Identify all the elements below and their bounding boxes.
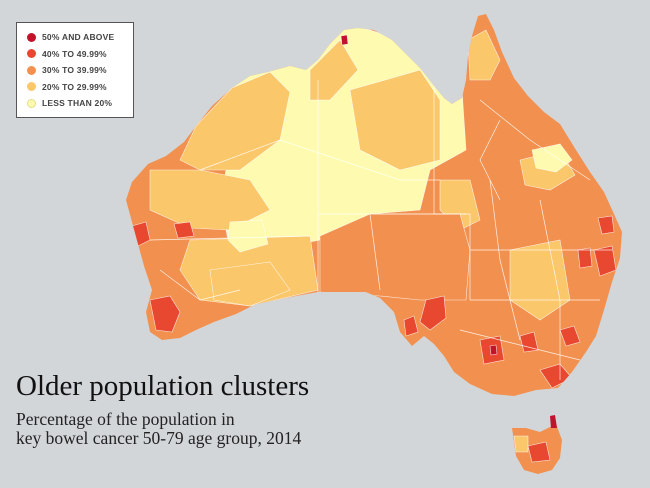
region-cape-york: [467, 29, 501, 81]
region-wa-red-2: [173, 221, 195, 239]
region-sa-eyre-red: [419, 295, 447, 331]
region-tas-dark-red: [550, 415, 557, 428]
region-qld-pale: [531, 143, 573, 173]
subtitle-line-2: key bowel cancer 50-79 age group, 2014: [16, 428, 302, 448]
legend-item-20-30: 20% TO 29.99%: [27, 79, 133, 96]
region-nsw-south-red: [559, 325, 581, 347]
region-tas-red: [527, 441, 551, 463]
legend-label: 50% AND ABOVE: [42, 32, 115, 43]
region-nsw-mid-red: [519, 331, 539, 353]
legend-dot-icon: [27, 49, 36, 59]
legend-dot-icon: [27, 65, 36, 75]
region-nt-east: [349, 69, 441, 171]
map-subtitle: Percentage of the population in key bowe…: [16, 410, 346, 448]
region-wa-goldfields: [209, 261, 291, 307]
region-nt-north: [309, 39, 359, 101]
legend-label: LESS THAN 20%: [42, 98, 113, 109]
region-sa-outback: [319, 213, 471, 301]
legend-dot-icon: [27, 98, 36, 108]
legend-label: 40% TO 49.99%: [42, 48, 107, 59]
legend-item-50-plus: 50% AND ABOVE: [27, 29, 133, 46]
region-nt-dark-red: [340, 34, 349, 46]
region-nsw-coast-red: [593, 245, 617, 277]
legend-dot-icon: [27, 82, 36, 92]
legend-item-30-40: 30% TO 39.99%: [27, 62, 133, 79]
map-title: Older population clusters: [16, 370, 310, 402]
legend-item-40-50: 40% TO 49.99%: [27, 46, 133, 63]
region-wa-pale: [227, 219, 269, 253]
region-qld-coast-red: [597, 215, 615, 235]
legend-label: 20% TO 29.99%: [42, 81, 107, 92]
tasmania: [512, 415, 562, 474]
legend-dot-icon: [27, 32, 36, 42]
region-sa-yorke-red: [403, 315, 419, 337]
subtitle-line-1: Percentage of the population in: [16, 409, 235, 429]
legend: 50% AND ABOVE 40% TO 49.99% 30% TO 39.99…: [16, 22, 134, 118]
legend-item-under-20: LESS THAN 20%: [27, 95, 133, 112]
region-tas-yellow: [513, 435, 529, 453]
mainland: [126, 14, 622, 396]
legend-label: 30% TO 39.99%: [42, 65, 107, 76]
region-sw-wa-red: [149, 295, 181, 333]
region-pilbara: [149, 169, 271, 231]
region-vic-dark-red: [489, 344, 498, 356]
region-nsw-coast-red-2: [577, 247, 593, 269]
